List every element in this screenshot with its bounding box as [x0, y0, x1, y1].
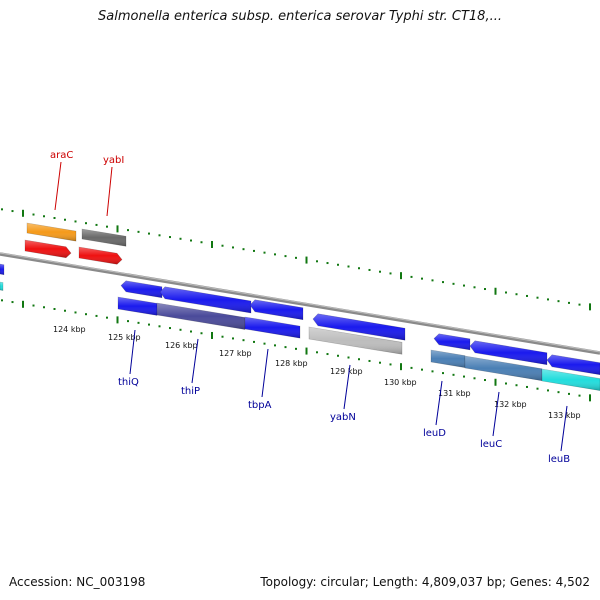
- ruler-label: 132 kbp: [494, 400, 527, 409]
- gene-leader-line: [492, 391, 500, 437]
- gene-label-leud: leuD: [423, 428, 446, 439]
- gene-block-yabi: [81, 228, 127, 247]
- gene-label-arac: araC: [50, 150, 73, 161]
- gene-label-leub: leuB: [548, 454, 570, 465]
- forward-tick-track: [1, 208, 591, 311]
- ruler-label: 128 kbp: [275, 359, 308, 368]
- gene-leader-line: [261, 348, 269, 398]
- genome-backbone: [0, 252, 600, 355]
- gene-label-leuc: leuC: [480, 439, 502, 450]
- gene-block-yabn: [312, 313, 406, 341]
- gene-label-thip: thiP: [181, 386, 200, 397]
- gene-cds-thip: [156, 302, 246, 330]
- gene-labels: araC yabI thiQ thiP tbpA yabN leuD leuC leuB: [50, 150, 570, 465]
- ruler-label: 133 kbp: [548, 411, 581, 420]
- gene-leader-line: [54, 161, 62, 211]
- gene-block-arac: [26, 222, 77, 242]
- gene-block-arac-cds: [24, 239, 72, 259]
- gene-leader-line: [343, 364, 351, 410]
- gene-label-tbpa: tbpA: [248, 400, 272, 411]
- gene-block-thip: [159, 286, 252, 314]
- gene-block-tbpa: [249, 299, 304, 321]
- gene-cds-tbpa: [244, 316, 301, 339]
- feature-track: [0, 222, 600, 391]
- gene-label-yabi: yabI: [103, 155, 124, 166]
- accession-label: Accession: NC_003198: [9, 575, 146, 589]
- ruler-label: 126 kbp: [165, 341, 198, 350]
- gene-leader-line: [106, 166, 113, 217]
- gene-cds-leud: [430, 349, 466, 368]
- genome-summary: Topology: circular; Length: 4,809,037 bp…: [260, 575, 590, 589]
- gene-block-yabi-cds: [78, 246, 123, 265]
- gene-block-leud: [433, 333, 471, 351]
- gene-block-partial-cyan: [0, 281, 4, 291]
- gene-leader-line: [435, 380, 443, 426]
- reverse-tick-track: [1, 299, 591, 402]
- ruler-label: 127 kbp: [219, 349, 252, 358]
- gene-block-leuc: [469, 340, 548, 366]
- gene-block-thiq: [120, 280, 163, 299]
- gene-leader-line: [560, 405, 568, 452]
- ruler-labels: 124 kbp 125 kbp 126 kbp 127 kbp 128 kbp 129 k…: [53, 325, 581, 420]
- gene-cds-yabn: [308, 326, 403, 355]
- ruler-label: 125 kbp: [108, 333, 141, 342]
- gene-block-partial: [0, 263, 5, 276]
- ruler-label: 129 kbp: [330, 367, 363, 376]
- gene-label-thiq: thiQ: [118, 377, 139, 388]
- map-title: Salmonella enterica subsp. enterica sero…: [98, 9, 502, 24]
- gene-label-yabn: yabN: [330, 412, 356, 423]
- gene-cds-leub: [541, 368, 600, 391]
- ruler-label: 124 kbp: [53, 325, 86, 334]
- gene-leader-line: [129, 329, 136, 375]
- ruler-label: 130 kbp: [384, 378, 417, 387]
- gene-cds-thiq: [117, 296, 158, 316]
- gene-block-leub: [546, 354, 600, 376]
- ruler-label: 131 kbp: [438, 389, 471, 398]
- gene-leader-line: [191, 338, 199, 384]
